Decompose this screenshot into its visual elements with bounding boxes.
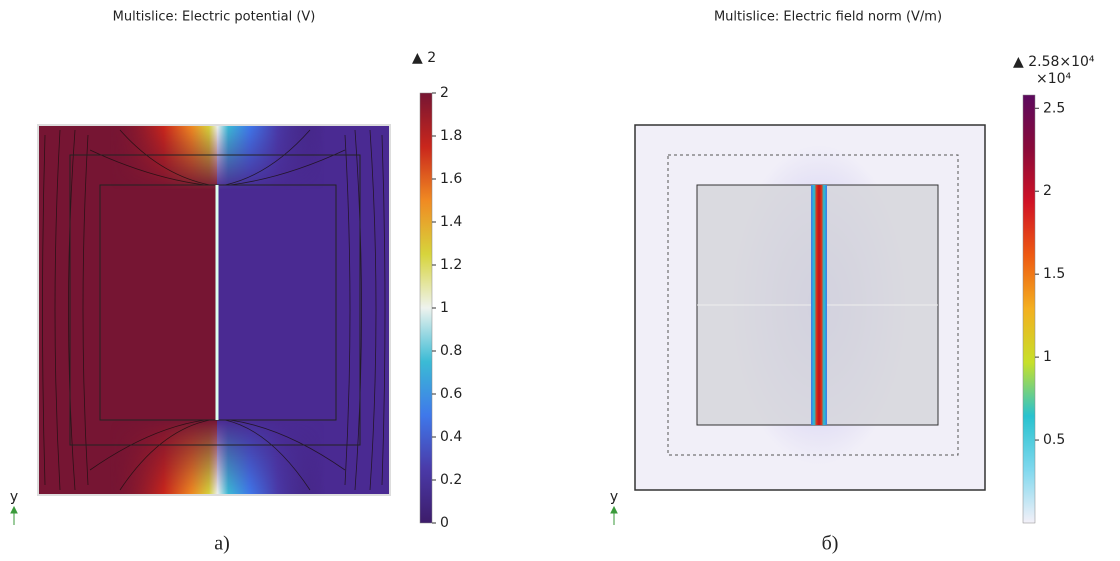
axis-label: y	[10, 489, 18, 505]
tick-label: 1	[1043, 349, 1052, 365]
tick-label: 1	[440, 300, 449, 316]
multiplier: ×10⁴	[1036, 71, 1072, 87]
colorbar	[419, 92, 433, 524]
axis-arrow	[10, 505, 618, 525]
max-label: ▲ 2.58×10⁴	[1013, 54, 1095, 70]
panel-title: Multislice: Electric field norm (V/m)	[714, 10, 942, 25]
tick-label: 2	[1043, 183, 1052, 199]
axis-label: y	[610, 489, 618, 505]
panel-title: Multislice: Electric potential (V)	[113, 10, 316, 25]
colorbar	[1022, 94, 1036, 524]
tick-label: 0	[440, 515, 449, 531]
tick-label: 1.4	[440, 214, 462, 230]
tick-label: 1.8	[440, 128, 462, 144]
potential-field	[37, 124, 391, 496]
tick-label: 0.2	[440, 472, 462, 488]
tick-label: 2	[440, 85, 449, 101]
max-label: ▲ 2	[412, 50, 436, 66]
tick-label: 0.8	[440, 343, 462, 359]
tick-label: 0.4	[440, 429, 462, 445]
tick-label: 0.5	[1043, 432, 1065, 448]
tick-label: 1.6	[440, 171, 462, 187]
tick-label: 0.6	[440, 386, 462, 402]
tick-label: 2.5	[1043, 100, 1065, 116]
tick-label: 1.5	[1043, 266, 1065, 282]
tick-label: 1.2	[440, 257, 462, 273]
caption: а)	[214, 533, 230, 555]
caption: б)	[822, 533, 839, 555]
field-norm	[634, 124, 986, 491]
